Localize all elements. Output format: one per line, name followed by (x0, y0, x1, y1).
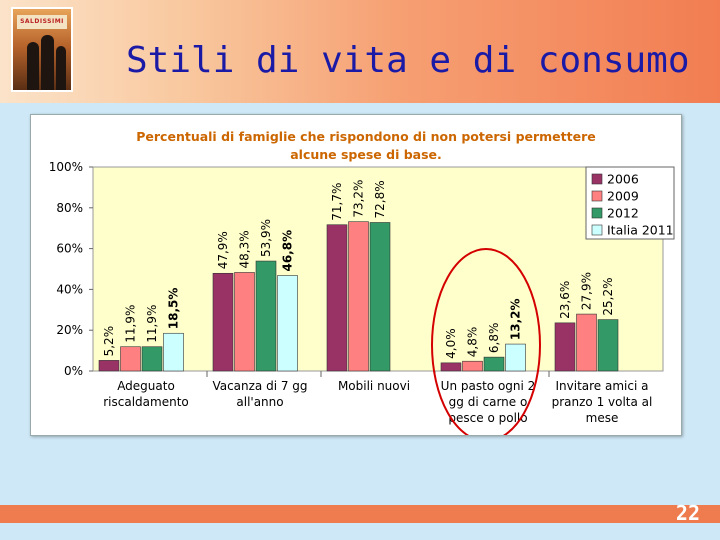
legend-label: 2006 (607, 172, 639, 187)
data-label: 4,8% (466, 327, 480, 358)
chart-title-line: Percentuali di famiglie che rispondono d… (136, 129, 596, 144)
photo-shop-sign: SALDISSIMI (17, 15, 67, 29)
category-label: Vacanza di 7 gg (212, 379, 307, 393)
bar (120, 346, 141, 372)
data-label: 4,0% (444, 328, 458, 359)
y-tick-label: 20% (56, 323, 83, 337)
category-label: pesce o pollo (448, 411, 527, 425)
legend-swatch (591, 190, 603, 202)
data-label: 11,9% (124, 305, 138, 343)
bar (483, 356, 505, 372)
legend-swatch (591, 207, 603, 219)
slide-title: Stili di vita e di consumo (126, 40, 690, 81)
category-label: Invitare amici a (556, 379, 649, 393)
photo-figure (56, 46, 66, 90)
data-label: 6,8% (487, 323, 501, 354)
header-photo: SALDISSIMI (11, 7, 73, 92)
bar (597, 319, 619, 372)
chart-title-line: alcune spese di base. (290, 147, 442, 162)
photo-figure (41, 35, 54, 90)
y-tick-label: 0% (64, 364, 83, 378)
category-label: gg di carne o (449, 395, 528, 409)
bar (554, 322, 576, 372)
data-label: 23,6% (558, 281, 572, 319)
legend-label: 2009 (607, 189, 639, 204)
legend-label: 2012 (607, 206, 639, 221)
data-label: 53,9% (259, 219, 273, 257)
legend-label: Italia 2011 (607, 223, 674, 238)
bar (326, 224, 348, 372)
legend-swatch (591, 173, 603, 185)
data-label: 46,8% (281, 230, 295, 272)
y-tick-label: 60% (56, 242, 83, 256)
y-tick-label: 100% (49, 160, 83, 174)
photo-figure (27, 42, 39, 90)
category-label: Adeguato (117, 379, 175, 393)
y-tick-label: 80% (56, 201, 83, 215)
data-label: 25,2% (601, 277, 615, 315)
bar (440, 362, 462, 372)
footer-bar (0, 505, 720, 523)
bar (277, 275, 298, 372)
data-label: 13,2% (509, 298, 523, 340)
data-label: 48,3% (238, 230, 252, 268)
bar (255, 260, 277, 372)
data-label: 11,9% (145, 305, 159, 343)
legend-swatch (591, 224, 603, 236)
bar-chart: Percentuali di famiglie che rispondono d… (49, 129, 675, 435)
bar (234, 272, 255, 372)
bar (141, 346, 163, 372)
data-label: 72,8% (373, 180, 387, 218)
category-label: Un pasto ogni 2 (441, 379, 536, 393)
page-number: 22 (675, 501, 700, 525)
bar (576, 313, 597, 372)
category-label: pranzo 1 volta al (552, 395, 653, 409)
bar (163, 332, 184, 372)
data-label: 18,5% (167, 288, 181, 330)
category-label: Mobili nuovi (338, 379, 410, 393)
y-tick-label: 40% (56, 282, 83, 296)
slide-header (0, 0, 720, 103)
category-label: riscaldamento (103, 395, 189, 409)
category-label: mese (586, 411, 619, 425)
data-label: 71,7% (330, 183, 344, 221)
data-label: 27,9% (580, 272, 594, 310)
bar (212, 272, 234, 372)
bar (98, 360, 120, 372)
bar (348, 221, 369, 372)
bar (505, 343, 526, 372)
bar (369, 222, 391, 372)
highlight-ellipse (431, 248, 541, 435)
bar (462, 360, 483, 372)
data-label: 5,2% (102, 326, 116, 357)
category-label: all'anno (236, 395, 283, 409)
data-label: 47,9% (216, 231, 230, 269)
data-label: 73,2% (352, 180, 366, 218)
chart-panel: Percentuali di famiglie che rispondono d… (30, 114, 682, 436)
